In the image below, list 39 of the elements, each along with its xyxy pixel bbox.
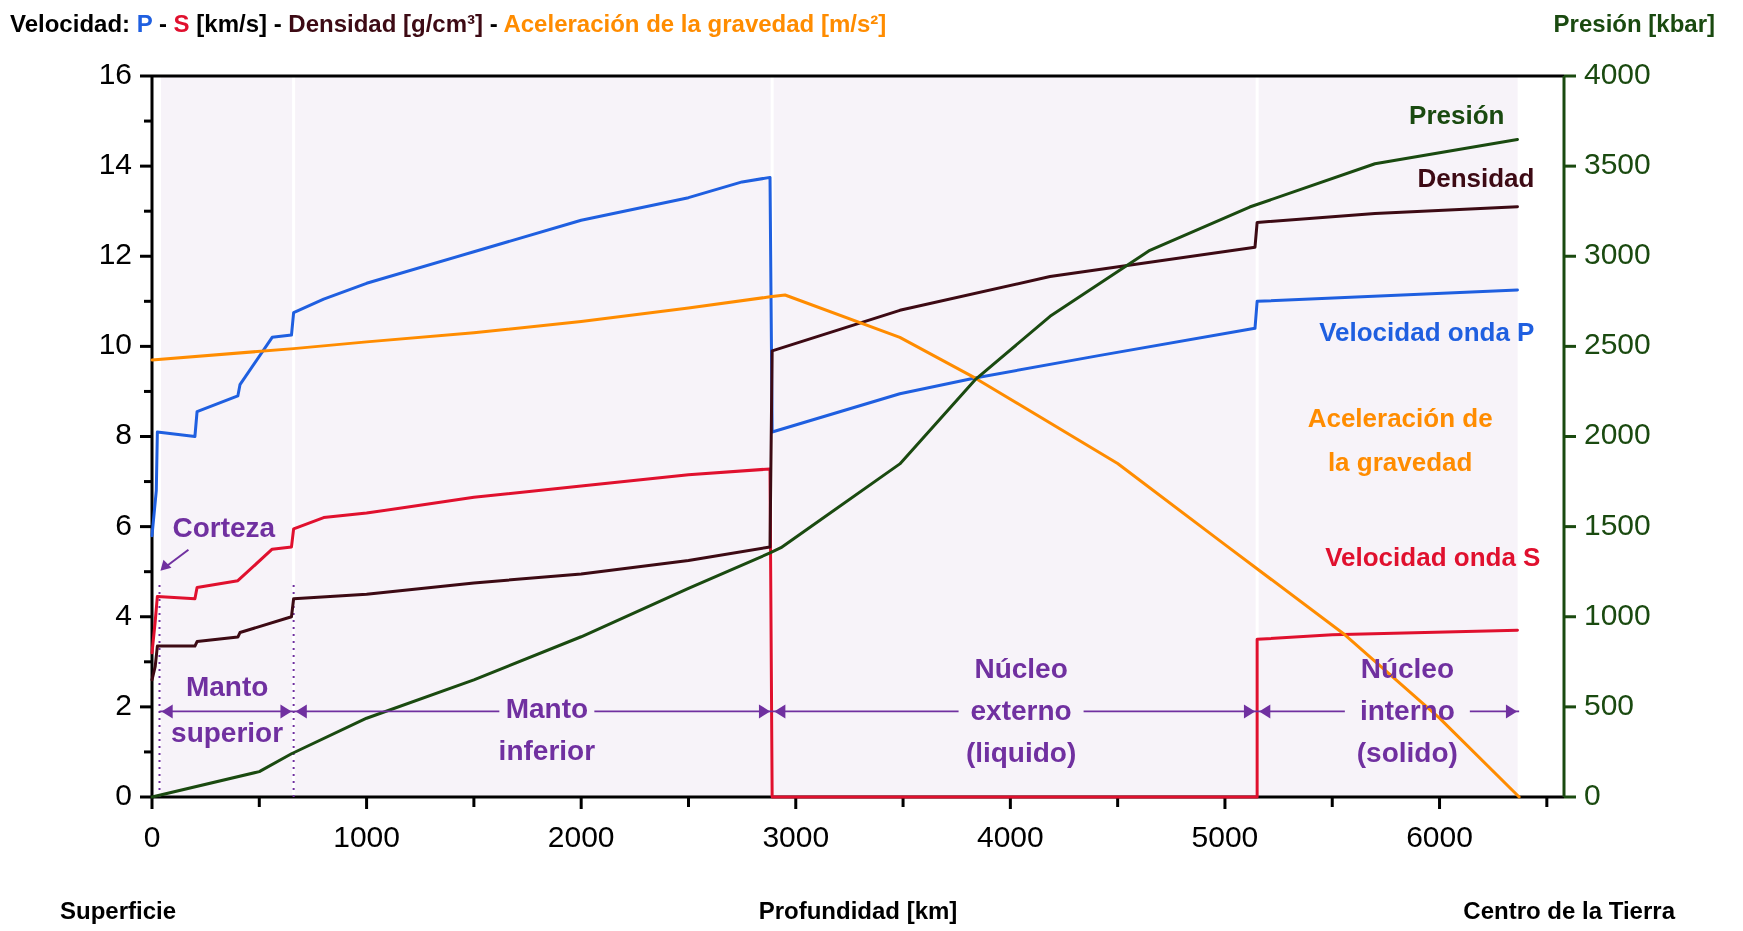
y2-tick-label: 1000 xyxy=(1584,597,1651,631)
x-tick-label: 4000 xyxy=(976,819,1044,853)
x-tick-label: 3000 xyxy=(762,819,830,853)
y-tick-label: 8 xyxy=(115,417,132,451)
x-tick-label: 6000 xyxy=(1406,819,1473,853)
y-tick-label: 2 xyxy=(115,687,132,721)
y2-axis-title: Presión [kbar] xyxy=(1553,10,1715,38)
series-label: Densidad xyxy=(1417,162,1535,193)
y2-tick-label: 1500 xyxy=(1584,507,1651,541)
band-label: Manto superior xyxy=(171,671,284,749)
y2-tick-label: 2000 xyxy=(1584,417,1651,451)
y-tick-label: 14 xyxy=(98,147,132,181)
y2-tick-label: 3000 xyxy=(1584,237,1651,271)
x-tick-label: 0 xyxy=(143,819,161,853)
y2-tick-label: 0 xyxy=(1584,777,1601,811)
x-axis-title: Profundidad [km] xyxy=(758,897,958,925)
y2-tick-label: 2500 xyxy=(1584,327,1651,361)
y-tick-label: 4 xyxy=(115,597,132,631)
series-label: Presión xyxy=(1409,100,1505,131)
band-label: Manto inferior xyxy=(498,693,596,767)
y-tick-label: 16 xyxy=(98,56,132,90)
band-label: Núcleo externo (liquido) xyxy=(965,653,1077,769)
text: Velocidad: P - S [km/s] - Densidad [g/cm³] - Aceleración de la gravedad [m/s²] xyxy=(10,10,887,38)
x-tick-label: 1000 xyxy=(333,819,400,853)
x-tick-label: 2000 xyxy=(547,819,615,853)
text: Velocidad onda S xyxy=(1325,542,1541,573)
y-tick-label: 12 xyxy=(98,237,132,271)
y-tick-label: 0 xyxy=(115,777,132,811)
y-tick-label: 6 xyxy=(115,507,132,541)
text: Aceleración de la gravedad xyxy=(1307,402,1493,477)
y2-tick-label: 500 xyxy=(1584,687,1635,721)
y2-tick-label: 3500 xyxy=(1584,147,1651,181)
y2-tick-label: 4000 xyxy=(1584,56,1651,90)
series-label: Velocidad onda P xyxy=(1319,316,1535,347)
text: Centro de la Tierra xyxy=(1463,897,1676,925)
x-tick-label: 5000 xyxy=(1191,819,1259,853)
text: Superficie xyxy=(60,897,177,925)
y-tick-label: 10 xyxy=(98,327,132,361)
annotation: Corteza xyxy=(172,512,276,544)
